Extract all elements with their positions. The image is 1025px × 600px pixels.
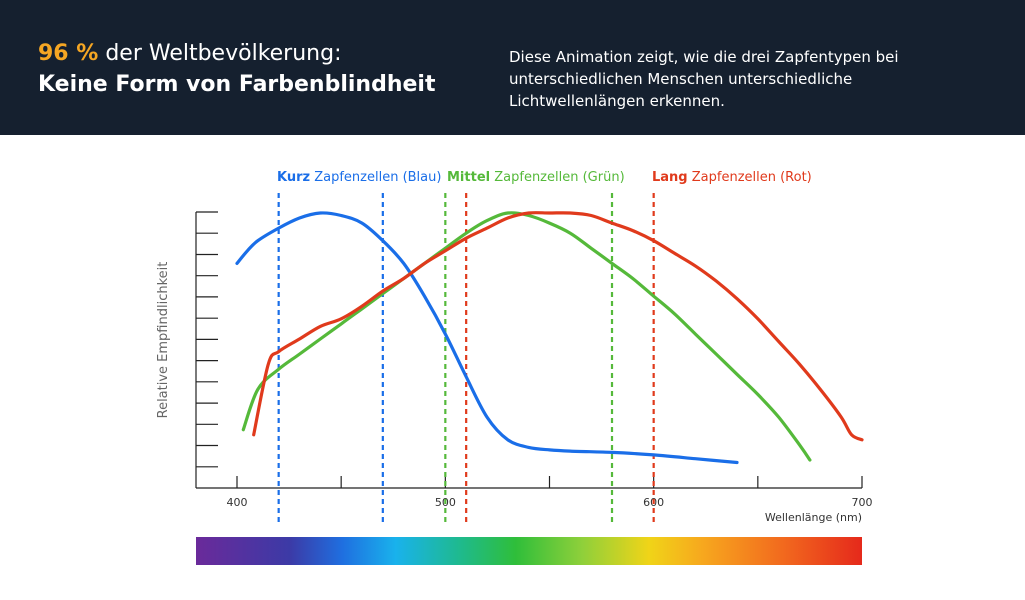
marker-lines [277,193,655,523]
color-spectrum-bar [196,537,862,565]
x-axis-label: Wellenlänge (nm) [765,511,862,524]
description: Diese Animation zeigt, wie die drei Zapf… [509,48,899,110]
headline-line2: Keine Form von Farbenblindheit [38,72,436,97]
legend-short-rest: Zapfenzellen (Blau) [310,170,441,185]
headline-text: der Weltbevölkerung: [98,41,342,66]
legend-short-bold: Kurz [277,170,310,185]
headline: 96 % der Weltbevölkerung: Keine Form von… [38,38,435,100]
sensitivity-curves [235,211,864,465]
header-banner: 96 % der Weltbevölkerung: Keine Form von… [0,0,1025,135]
legend: Kurz Zapfenzellen (Blau) Mittel Zapfenze… [277,170,812,185]
legend-short: Kurz Zapfenzellen (Blau) [277,170,441,185]
legend-medium-bold: Mittel [447,170,490,185]
chart: Kurz Zapfenzellen (Blau) Mittel Zapfenze… [156,170,873,565]
x-ticks: 400500600700 [227,476,873,509]
legend-medium-rest: Zapfenzellen (Grün) [490,170,625,185]
curve-short [235,211,739,465]
x-tick-label: 400 [227,496,248,509]
headline-percent: 96 % [38,41,99,66]
legend-medium: Mittel Zapfenzellen (Grün) [447,170,625,185]
legend-long: Lang Zapfenzellen (Rot) [652,170,812,185]
curve-medium [241,211,812,462]
y-axis-label: Relative Empfindlichkeit [156,262,171,419]
legend-long-rest: Zapfenzellen (Rot) [688,170,812,185]
legend-long-bold: Lang [652,170,688,185]
axes [195,212,862,489]
x-tick-label: 700 [852,496,873,509]
curve-long [252,211,864,442]
y-ticks [196,211,218,468]
